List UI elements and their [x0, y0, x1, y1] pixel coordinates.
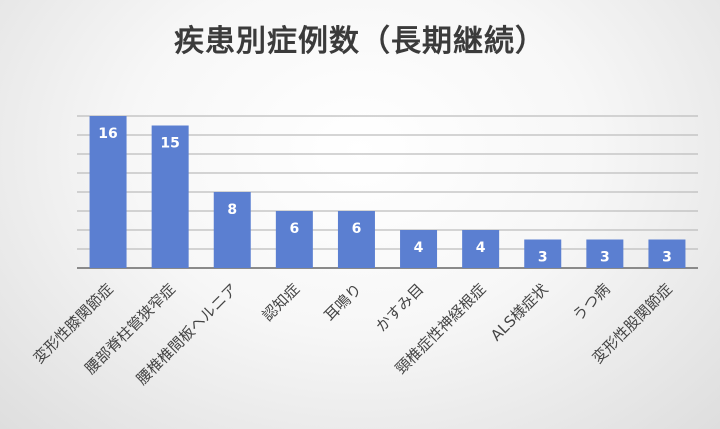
x-tick-label-4: 認知症: [259, 280, 304, 325]
data-label-1: 16: [98, 126, 117, 142]
bar-1: [89, 116, 127, 268]
data-label-2: 15: [160, 136, 179, 152]
bar-2: [151, 125, 189, 268]
data-label-8: 3: [538, 250, 548, 266]
bar-3: [213, 192, 251, 268]
data-label-5: 6: [352, 221, 362, 237]
x-tick-label-5: 耳鳴り: [321, 280, 366, 325]
bar-7: [462, 230, 500, 268]
chart-title: 疾患別症例数（長期継続）: [174, 24, 546, 59]
bar-4: [275, 211, 313, 268]
bar-9: [586, 239, 624, 268]
data-label-9: 3: [600, 250, 610, 266]
x-tick-label-6: かすみ目: [372, 280, 427, 335]
x-tick-label-9: うつ病: [569, 280, 614, 325]
bar-6: [400, 230, 438, 268]
bar-5: [337, 211, 375, 268]
data-label-3: 8: [227, 202, 237, 218]
data-label-7: 4: [476, 240, 486, 256]
data-label-6: 4: [414, 240, 424, 256]
x-tick-label-8: ALS様症状: [487, 280, 551, 344]
bar-10: [648, 239, 686, 268]
data-label-10: 3: [662, 250, 672, 266]
data-label-4: 6: [289, 221, 299, 237]
bar-8: [524, 239, 562, 268]
